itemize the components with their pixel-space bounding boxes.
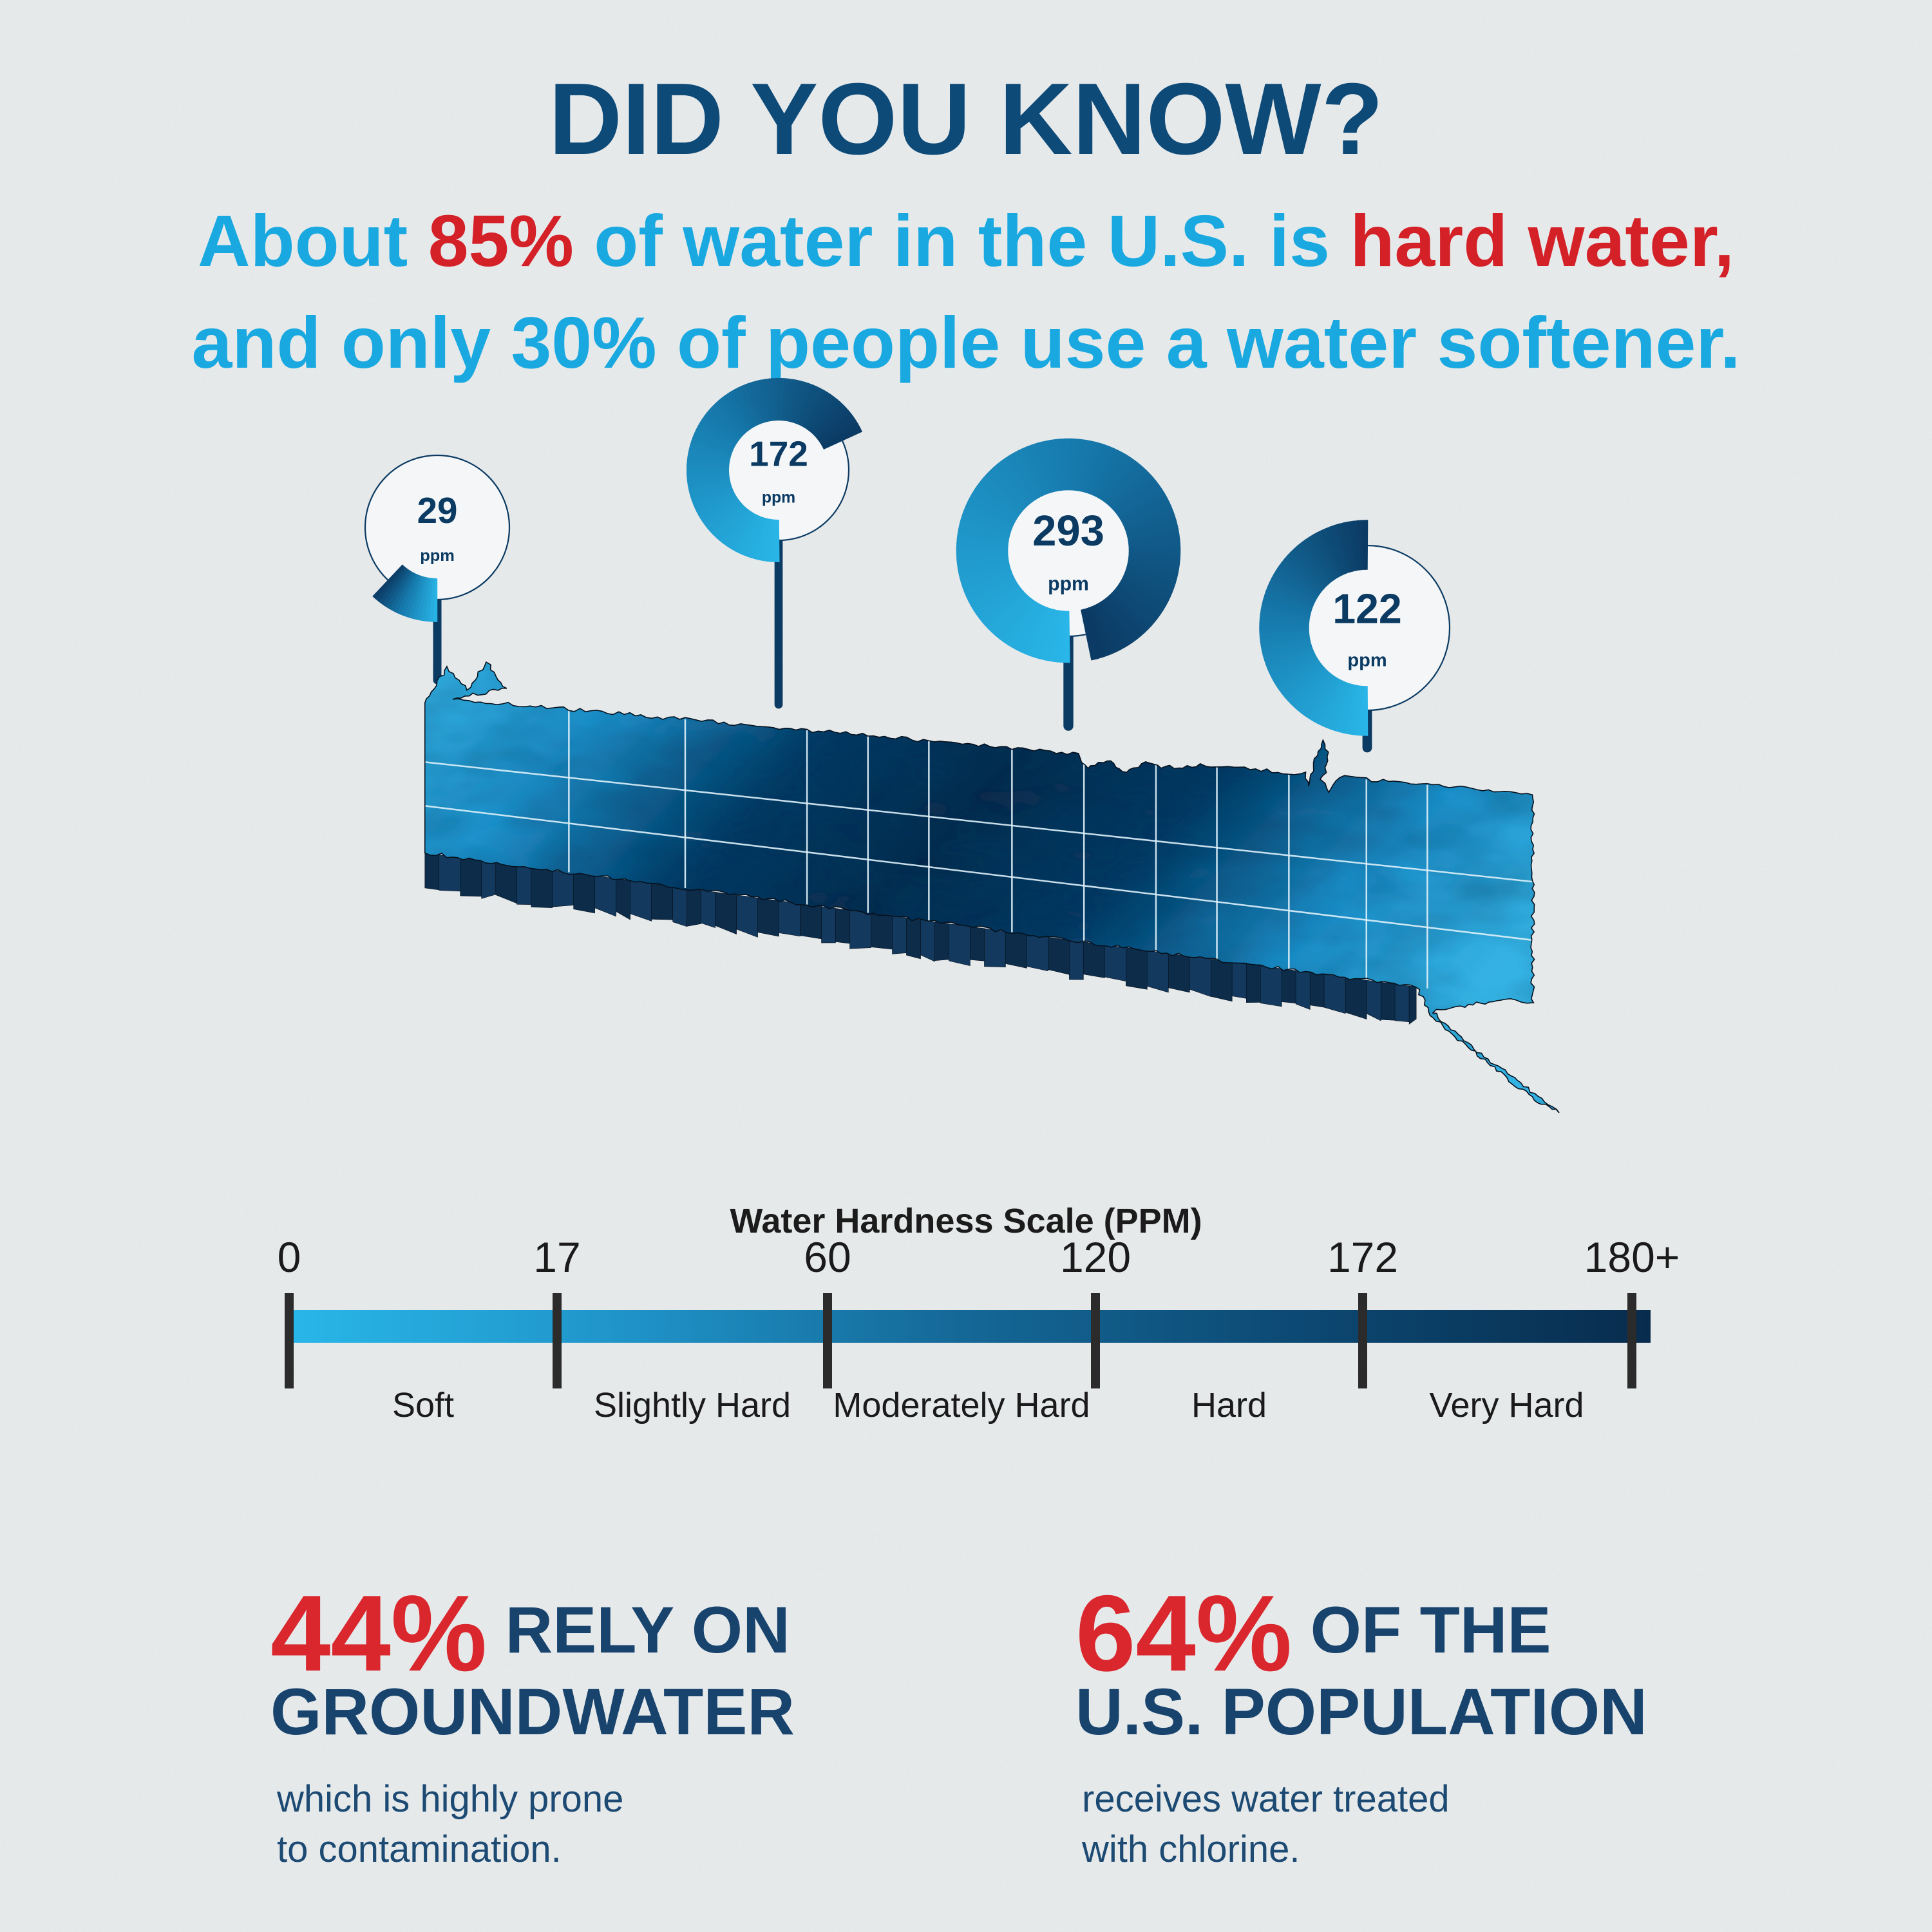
svg-text:172: 172 <box>1327 1233 1398 1281</box>
svg-text:120: 120 <box>1060 1233 1131 1281</box>
svg-text:60: 60 <box>804 1233 851 1281</box>
svg-text:180+: 180+ <box>1584 1233 1680 1281</box>
svg-text:Hard: Hard <box>1191 1386 1267 1425</box>
svg-text:0: 0 <box>278 1233 301 1281</box>
svg-text:Slightly Hard: Slightly Hard <box>594 1386 791 1425</box>
svg-text:Soft: Soft <box>392 1386 454 1425</box>
svg-text:17: 17 <box>533 1233 580 1281</box>
svg-text:Moderately Hard: Moderately Hard <box>833 1386 1090 1425</box>
svg-text:Very Hard: Very Hard <box>1429 1386 1584 1425</box>
